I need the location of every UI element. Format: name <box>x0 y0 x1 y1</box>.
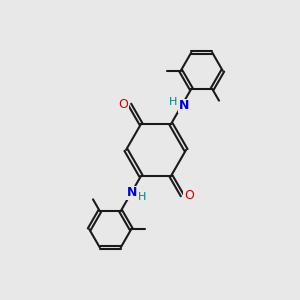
Text: H: H <box>138 192 146 202</box>
Text: N: N <box>179 99 189 112</box>
Text: H: H <box>169 97 177 107</box>
Text: O: O <box>184 189 194 202</box>
Text: N: N <box>127 186 137 199</box>
Text: O: O <box>118 98 128 111</box>
